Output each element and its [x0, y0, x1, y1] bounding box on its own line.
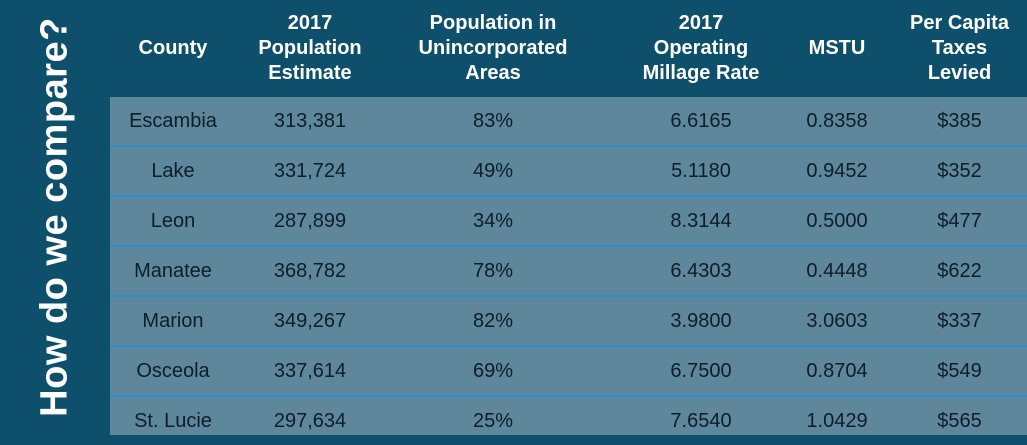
- table-row: Escambia 313,381 83% 6.6165 0.8358 $385: [110, 97, 1027, 147]
- cell-unincorporated-population: 34%: [472, 209, 514, 232]
- table-row: Manatee 368,782 78% 6.4303 0.4448 $622: [110, 247, 1027, 297]
- cell-operating-millage-rate: 6.6165: [670, 109, 732, 132]
- cell-operating-millage-rate: 5.1180: [671, 159, 731, 182]
- cell-per-capita-taxes: $477: [937, 209, 982, 232]
- table-row: Leon 287,899 34% 8.3144 0.5000 $477: [110, 197, 1027, 247]
- cell-operating-millage-rate: 6.4303: [670, 259, 732, 282]
- cell-mstu: 3.0603: [806, 309, 868, 332]
- cell-mstu: 0.8358: [806, 109, 868, 132]
- cell-per-capita-taxes: $622: [937, 259, 982, 282]
- cell-county: St. Lucie: [134, 409, 212, 432]
- cell-population-estimate: 287,899: [273, 209, 347, 232]
- cell-operating-millage-rate: 6.7500: [670, 359, 732, 382]
- cell-population-estimate: 331,724: [273, 159, 347, 182]
- cell-county: Lake: [151, 159, 195, 182]
- cell-unincorporated-population: 49%: [472, 159, 514, 182]
- cell-county: Manatee: [134, 259, 212, 282]
- cell-mstu: 0.9452: [806, 159, 868, 182]
- page-title: How do we compare?: [33, 17, 76, 417]
- cell-operating-millage-rate: 3.9800: [670, 309, 732, 332]
- cell-population-estimate: 368,782: [273, 259, 347, 282]
- cell-unincorporated-population: 25%: [472, 409, 514, 432]
- cell-per-capita-taxes: $385: [937, 109, 982, 132]
- cell-per-capita-taxes: $549: [937, 359, 982, 382]
- cell-mstu: 0.4448: [806, 259, 868, 282]
- cell-operating-millage-rate: 7.6540: [670, 409, 732, 432]
- cell-per-capita-taxes: $565: [937, 409, 982, 432]
- cell-county: Leon: [150, 209, 196, 232]
- cell-per-capita-taxes: $352: [937, 159, 982, 182]
- cell-unincorporated-population: 83%: [472, 109, 514, 132]
- table-row: Osceola 337,614 69% 6.7500 0.8704 $549: [110, 347, 1027, 397]
- cell-per-capita-taxes: $337: [937, 309, 982, 332]
- side-title-panel: How do we compare?: [0, 0, 110, 435]
- cell-population-estimate: 313,381: [273, 109, 347, 132]
- header-per-capita-taxes: Per Capita Taxes Levied: [910, 12, 1009, 84]
- cell-unincorporated-population: 69%: [472, 359, 514, 382]
- header-unincorporated-population: Population in Unincorporated Areas: [418, 12, 568, 84]
- cell-mstu: 0.5000: [806, 209, 868, 232]
- cell-population-estimate: 349,267: [273, 309, 347, 332]
- cell-operating-millage-rate: 8.3144: [670, 209, 732, 232]
- table-row: St. Lucie 297,634 25% 7.6540 1.0429 $565: [110, 397, 1027, 445]
- cell-county: Osceola: [136, 359, 210, 382]
- table-row: Lake 331,724 49% 5.1180 0.9452 $352: [110, 147, 1027, 197]
- header-county: County: [138, 37, 208, 59]
- cell-mstu: 1.0429: [806, 409, 868, 432]
- cell-unincorporated-population: 82%: [472, 309, 514, 332]
- header-operating-millage-rate: 2017 Operating Millage Rate: [642, 12, 760, 84]
- cell-county: Escambia: [129, 109, 217, 132]
- cell-county: Marion: [142, 309, 204, 332]
- header-population-estimate: 2017 Population Estimate: [258, 12, 362, 84]
- comparison-table: County 2017 Population Estimate Populati…: [110, 0, 1027, 435]
- table-header: County 2017 Population Estimate Populati…: [110, 0, 1027, 97]
- header-mstu: MSTU: [808, 37, 866, 59]
- cell-population-estimate: 297,634: [273, 409, 347, 432]
- cell-mstu: 0.8704: [806, 359, 868, 382]
- cell-unincorporated-population: 78%: [472, 259, 514, 282]
- table-row: Marion 349,267 82% 3.9800 3.0603 $337: [110, 297, 1027, 347]
- table-body: Escambia 313,381 83% 6.6165 0.8358 $385 …: [110, 97, 1027, 435]
- cell-population-estimate: 337,614: [273, 359, 347, 382]
